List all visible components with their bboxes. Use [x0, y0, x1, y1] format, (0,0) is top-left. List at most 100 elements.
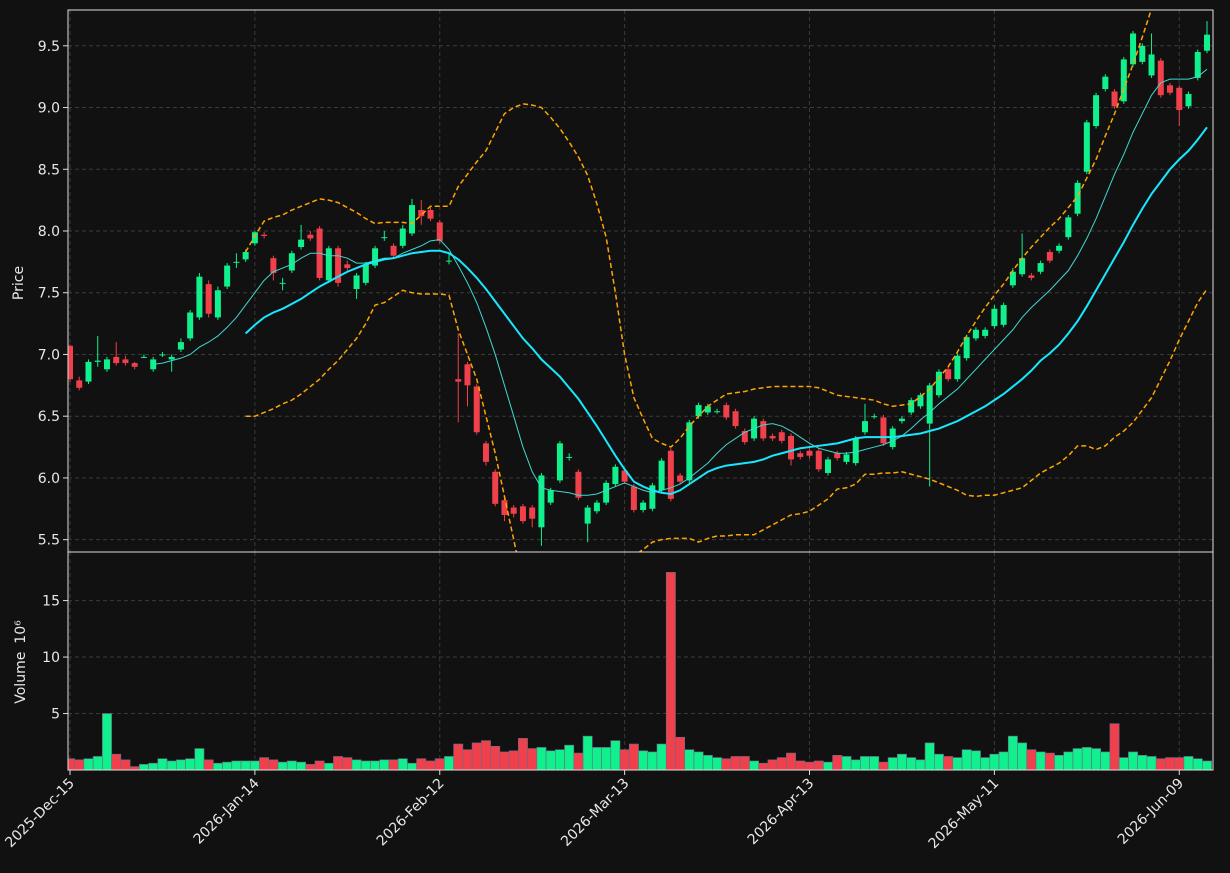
- volume-bar: [573, 752, 584, 770]
- candle-body: [177, 342, 184, 350]
- candle-body: [741, 431, 748, 443]
- candle-body: [603, 482, 610, 503]
- candle-body: [677, 475, 684, 482]
- candle-body: [566, 456, 573, 458]
- volume-bar: [702, 755, 713, 770]
- volume-bar: [924, 742, 935, 770]
- y-tick-label: 6.5: [38, 409, 60, 425]
- volume-bar: [1137, 755, 1148, 770]
- volume-bar: [619, 749, 630, 770]
- candle-body: [168, 356, 175, 360]
- candle-body: [261, 234, 268, 236]
- candle-body: [584, 507, 591, 524]
- candle-body: [68, 345, 73, 380]
- volume-bar: [1165, 757, 1175, 770]
- volume-bar: [286, 760, 297, 770]
- candle-body: [788, 435, 795, 460]
- candle-body: [991, 308, 998, 327]
- volume-bar: [860, 756, 870, 770]
- candle-body: [760, 421, 767, 439]
- candle-body: [1074, 182, 1081, 214]
- volume-bar: [120, 759, 131, 770]
- candle-body: [1083, 122, 1090, 172]
- candle-body: [630, 486, 637, 511]
- candle-body: [122, 359, 129, 364]
- y-tick-label: 15: [42, 594, 60, 610]
- candle-body: [288, 253, 295, 271]
- candle-body: [1046, 251, 1053, 261]
- volume-bar: [795, 760, 806, 770]
- volume-bar: [998, 751, 1009, 770]
- candle-body: [492, 471, 499, 504]
- candle-body: [381, 237, 388, 239]
- candle-body: [1019, 258, 1026, 275]
- volume-bar: [536, 747, 547, 770]
- volume-bar: [212, 762, 223, 770]
- candle-body: [372, 248, 379, 266]
- volume-bar: [758, 762, 769, 770]
- candle-body: [1102, 76, 1109, 90]
- candle-body: [1111, 91, 1118, 107]
- candle-body: [94, 360, 101, 362]
- volume-bar: [351, 759, 362, 770]
- candle-body: [825, 459, 831, 473]
- candle-body: [658, 460, 665, 491]
- volume-bar: [1091, 748, 1101, 770]
- volume-bar: [1100, 751, 1111, 770]
- volume-bar: [240, 760, 251, 770]
- candle-body: [704, 406, 711, 413]
- candle-body: [399, 228, 406, 246]
- volume-bar: [1192, 758, 1203, 770]
- candle-body: [159, 354, 166, 356]
- volume-bar: [1044, 752, 1055, 770]
- volume-bar: [407, 762, 417, 770]
- volume-bar: [416, 758, 427, 770]
- volume-bar: [545, 750, 556, 770]
- candle-body: [538, 475, 545, 528]
- candle-body: [871, 416, 878, 418]
- candle-body: [1139, 45, 1146, 62]
- volume-bar: [305, 764, 316, 770]
- candle-body: [649, 485, 656, 509]
- candle-body: [482, 443, 489, 462]
- candle-body: [436, 222, 443, 241]
- volume-bar: [767, 759, 778, 770]
- volume-bar: [989, 753, 1000, 770]
- candle-body: [1148, 54, 1155, 76]
- volume-bar: [730, 756, 741, 770]
- volume-bar: [656, 743, 667, 770]
- candle-body: [852, 438, 859, 464]
- candle-body: [455, 379, 462, 382]
- volume-bar: [323, 762, 334, 770]
- y-tick-label: 9.0: [38, 101, 60, 117]
- volume-bar: [139, 764, 149, 770]
- volume-bar: [333, 756, 343, 770]
- candle-body: [1157, 60, 1164, 96]
- volume-bar: [148, 762, 159, 770]
- line-series: [153, 68, 1208, 496]
- volume-bar: [869, 756, 880, 770]
- candle-body: [686, 422, 693, 481]
- volume-bar: [1118, 757, 1129, 770]
- volume-bar: [74, 759, 85, 770]
- candle-body: [908, 400, 915, 413]
- candle-body: [307, 234, 314, 239]
- candle-body: [519, 506, 526, 522]
- volume-bar: [527, 748, 538, 770]
- candle-body: [714, 411, 721, 413]
- candle-body: [529, 507, 536, 519]
- candle-body: [279, 282, 286, 284]
- candle-body: [1028, 275, 1035, 278]
- candle-body: [409, 205, 416, 234]
- candle-body: [325, 248, 332, 281]
- volume-bar: [462, 749, 473, 770]
- volume-bar: [1035, 751, 1046, 770]
- volume-bar: [490, 745, 501, 770]
- volume-bar: [277, 761, 288, 770]
- volume-bar: [841, 756, 852, 770]
- candle-body: [898, 418, 905, 422]
- volume-bar: [776, 757, 787, 770]
- volume-bar: [231, 760, 242, 770]
- volume-bar: [915, 759, 926, 770]
- candle-body: [1167, 85, 1174, 93]
